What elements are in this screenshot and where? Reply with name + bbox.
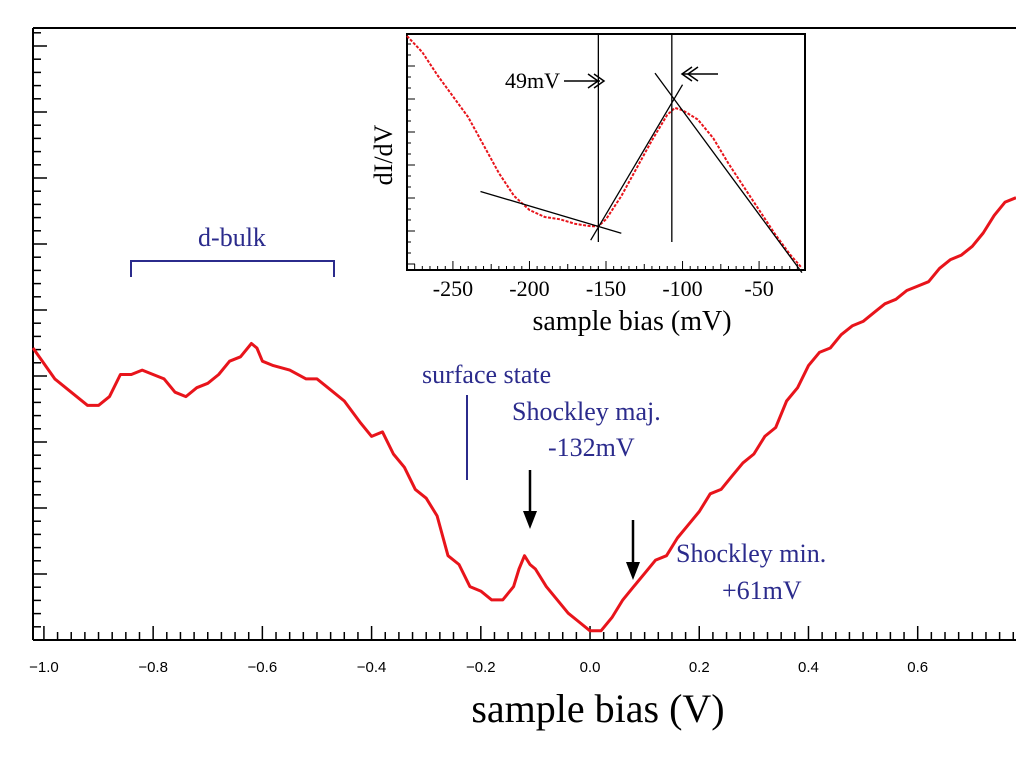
inset-x-tick-label: -150	[586, 276, 626, 301]
inset-x-tick-label: -100	[662, 276, 702, 301]
surface-state-annotation: surface state	[422, 360, 551, 480]
d-bulk-label: d-bulk	[198, 223, 266, 252]
gap-arrow-left	[564, 73, 606, 89]
main-y-ticks	[33, 32, 47, 641]
shockley-maj-value: -132mV	[548, 433, 635, 462]
shockley-maj-label: Shockley maj.	[512, 397, 661, 426]
main-series-line	[31, 196, 1016, 633]
inset-x-tick-label: -50	[744, 276, 773, 301]
falling-tangent-line	[654, 72, 803, 274]
inset-frame	[406, 33, 806, 271]
main-axes	[32, 27, 1016, 641]
inset-x-tick-labels: -250 -200 -150 -100 -50	[433, 276, 774, 301]
rising-tangent-line	[590, 84, 684, 241]
main-x-tick-label: −0.2	[466, 659, 496, 676]
main-x-tick-label: 0.0	[580, 659, 601, 676]
shockley-min-value: +61mV	[722, 576, 802, 605]
main-x-tick-label: 0.4	[798, 659, 819, 676]
inset-y-axis-title: dI/dV	[369, 124, 398, 185]
gap-arrow-left-head-1	[587, 73, 600, 89]
inset-y-ticks	[407, 43, 415, 265]
inset-series-line	[406, 35, 803, 269]
main-x-tick-label: 0.6	[907, 659, 928, 676]
main-x-ticks	[43, 626, 1015, 640]
surface-state-label: surface state	[422, 360, 551, 389]
main-x-tick-labels: −1.0 −0.8 −0.6 −0.4 −0.2 0.0 0.2 0.4 0.6	[29, 659, 928, 676]
shockley-maj-annotation: Shockley maj. -132mV	[512, 397, 661, 529]
shockley-min-arrowhead	[626, 562, 640, 580]
inset-x-ticks	[414, 261, 798, 270]
gap-arrow-right-head-2	[686, 66, 699, 82]
gap-arrow-right-head-1	[680, 66, 693, 82]
main-x-axis-title: sample bias (V)	[471, 686, 724, 731]
inset-x-axis-title: sample bias (mV)	[532, 306, 731, 337]
gap-label-49mv: 49mV	[505, 68, 560, 93]
main-x-tick-label: −0.6	[248, 659, 278, 676]
gap-arrow-right	[680, 66, 718, 82]
inset-marker-lines	[597, 34, 673, 242]
main-x-tick-label: −0.4	[357, 659, 387, 676]
shockley-maj-arrowhead	[523, 511, 537, 529]
main-x-tick-label: −1.0	[29, 659, 59, 676]
main-x-tick-label: 0.2	[689, 659, 710, 676]
main-x-tick-label: −0.8	[138, 659, 168, 676]
inset-x-tick-label: -200	[509, 276, 549, 301]
shockley-min-annotation: Shockley min. +61mV	[626, 520, 826, 605]
d-bulk-annotation: d-bulk	[130, 223, 335, 277]
shockley-min-label: Shockley min.	[676, 539, 826, 568]
d-bulk-bracket	[130, 260, 335, 277]
inset-x-tick-label: -250	[433, 276, 473, 301]
gap-arrow-left-head-2	[593, 73, 606, 89]
inset-chart: -250 -200 -150 -100 -50 dI/dV sample bias (m…	[369, 33, 806, 337]
